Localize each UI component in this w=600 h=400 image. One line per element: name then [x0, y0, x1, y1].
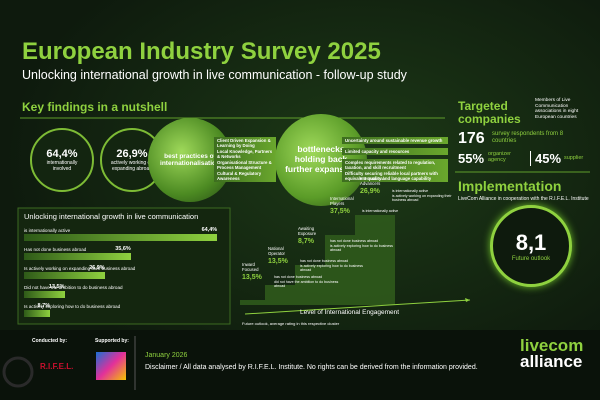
decor-ring — [2, 356, 34, 388]
conducted-label: Conducted by: — [32, 338, 67, 344]
stat-value: 26,9% — [116, 148, 148, 160]
theme-circle: bottlenecks holding back further expansi… — [275, 114, 367, 206]
cluster-note: has not done business abroad — [274, 275, 323, 279]
bar-label: Is actively working on expanding their b… — [24, 266, 136, 271]
cluster-note: did not have the ambition to do business… — [274, 280, 339, 288]
theme-title: bottlenecks holding back further expansi… — [285, 144, 357, 174]
finding-item: Client Driven Expansion & Learning by Do… — [214, 137, 276, 149]
arrow-head — [465, 298, 470, 302]
bar — [24, 272, 105, 279]
finding-item: Limited capacity and resources — [342, 148, 448, 155]
finding-item: Complex requirements related to regulati… — [342, 159, 448, 171]
bar-label: Is actively exploring how to do business… — [24, 304, 121, 309]
chart-title: Unlocking international growth in live c… — [24, 212, 199, 221]
split-label: organizer agency — [488, 151, 511, 163]
cluster-note: is internationally active — [362, 209, 399, 213]
bar-label: Has not done business abroad — [24, 247, 87, 252]
bar — [24, 253, 131, 260]
steps — [240, 215, 395, 305]
cluster-note: has not done business abroad — [330, 239, 379, 243]
axis-arrow — [244, 299, 471, 315]
footnote: Future outlook, average rating in this r… — [242, 321, 340, 326]
cluster-note: has not done business abroad — [300, 259, 349, 263]
cluster-name: International Players — [330, 196, 354, 206]
bar-value: 35,6% — [115, 246, 131, 252]
finding-item: Organisational Structure & Process Manag… — [214, 159, 276, 171]
stat-circle: 64,4% internationally involved — [30, 128, 94, 192]
bar — [24, 234, 218, 241]
bar-value: 8,7% — [37, 303, 51, 309]
split-label: supplier — [564, 155, 584, 161]
stat-label: actively working on expanding abroad — [110, 160, 154, 172]
bar-label: Did not have the ambition to do business… — [24, 285, 123, 290]
brand: alliance — [520, 352, 583, 371]
brand: livecom — [520, 336, 584, 355]
date: January 2026 — [145, 352, 188, 359]
theme-title: best practices of internationalisation — [160, 152, 220, 167]
section-heading: Key findings in a nutshell — [22, 100, 168, 114]
conductor-logo: R.I.F.E.L. — [40, 362, 74, 371]
finding-item: Cultural & Regulatory Awareness — [214, 170, 276, 182]
respondents-value: 176 — [458, 130, 485, 147]
respondents-label: survey respondents from 8 countries — [492, 131, 564, 144]
outlook-label: Future outlook — [511, 256, 551, 262]
supported-label: Supported by: — [95, 338, 129, 344]
title: European Industry Survey 2025 — [22, 38, 381, 65]
bar-label: is internationally active — [24, 228, 71, 233]
split-value: 45% — [530, 151, 561, 166]
bar-value: 64,4% — [201, 227, 218, 233]
finding-item: Difficulty securing reliable local partn… — [342, 170, 448, 182]
finding-item: Uncertainty around sustainable revenue g… — [342, 137, 448, 144]
bar-value: 26,9% — [89, 265, 105, 271]
bar-value: 13,5% — [48, 284, 65, 290]
cluster-name: National Operator — [268, 246, 285, 256]
subtitle: Unlocking international growth in live c… — [22, 68, 407, 82]
cluster-name: Inward Focused — [242, 262, 259, 272]
impl-text: LiveCom Alliance in cooperation with the… — [458, 196, 589, 202]
cluster-note: is actively working on expanding their b… — [392, 194, 452, 202]
stat-value: 64,4% — [46, 148, 78, 160]
outlook-circle: 8,1 Future outlook — [490, 205, 572, 287]
outlook-value: 8,1 — [515, 230, 547, 255]
cluster-name: International Advancers — [360, 176, 384, 186]
cluster-note: is actively exploring how to do business… — [300, 264, 363, 272]
support-logo — [96, 352, 126, 380]
targeted-desc: Members of Live Communication associatio… — [535, 98, 579, 120]
impl-heading: Implementation — [458, 178, 562, 194]
cluster-value: 37,5% — [330, 208, 350, 215]
bar-panel — [17, 207, 231, 325]
cluster-note: is actively exploring how to do business… — [330, 244, 393, 252]
finding-item: Local Knowledge, Partners & Networks — [214, 148, 276, 160]
targeted-heading: Targeted companies — [458, 99, 521, 126]
bar — [24, 310, 51, 317]
disclaimer: Disclaimer / All data analysed by R.I.F.… — [145, 364, 478, 371]
cluster-value: 8,7% — [298, 238, 314, 245]
cluster-value: 13,5% — [242, 274, 262, 281]
cluster-value: 13,5% — [268, 258, 288, 265]
stat-label: internationally involved — [46, 160, 78, 172]
cluster-value: 26,9% — [360, 188, 380, 195]
bar — [24, 291, 65, 298]
cluster-note: is internationally active — [392, 189, 429, 193]
axis-label: Level of International Engagement — [300, 309, 400, 316]
cluster-name: Awaiting Exposure — [298, 226, 317, 236]
split-value: 55% — [458, 151, 485, 166]
